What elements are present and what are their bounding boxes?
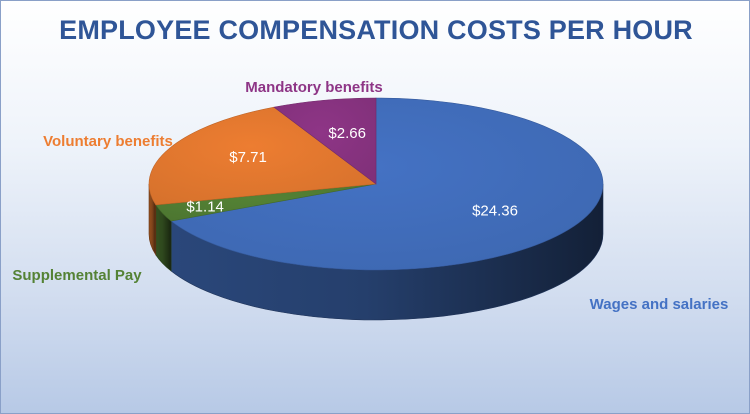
category-label-wages-and-salaries: Wages and salaries (590, 296, 729, 313)
pie-labels: $24.36 Wages and salaries $1.14 Supplementa… (12, 79, 728, 313)
category-label-mandatory-benefits: Mandatory benefits (245, 79, 383, 96)
data-label-wages-and-salaries: $24.36 (472, 202, 518, 219)
pie-slice-wages-and-salaries (170, 97, 604, 271)
data-label-supplemental-pay: $1.14 (186, 198, 224, 215)
data-label-mandatory-benefits: $2.66 (328, 125, 366, 142)
category-label-voluntary-benefits: Voluntary benefits (43, 133, 173, 150)
data-label-voluntary-benefits: $7.71 (229, 149, 267, 166)
category-label-supplemental-pay: Supplemental Pay (12, 267, 142, 284)
pie-side-walls (148, 183, 604, 321)
chart-title: EMPLOYEE COMPENSATION COSTS PER HOUR (59, 15, 693, 45)
pie-slice-mandatory-benefits (273, 97, 377, 185)
pie-slices (148, 97, 604, 271)
pie-slice-voluntary-benefits (148, 106, 377, 206)
